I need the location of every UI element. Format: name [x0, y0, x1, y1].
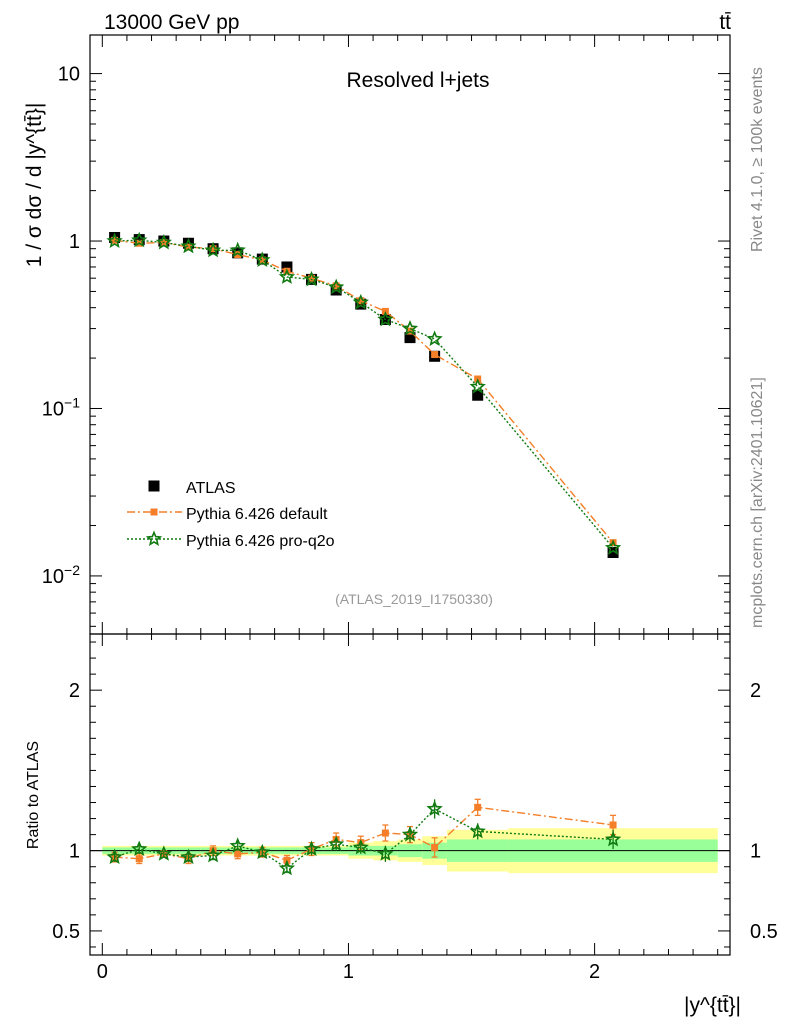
ratio-proq2o-point — [352, 838, 369, 855]
side-mcplots: mcplots.cern.ch [arXiv:2401.10621] — [749, 377, 766, 628]
analysis-id: (ATLAS_2019_I1750330) — [335, 591, 493, 607]
pythia-default-point — [357, 297, 365, 305]
pythia-proq2o-point — [469, 378, 486, 394]
ratio-proq2o-point — [229, 837, 246, 853]
ratio-default-point — [609, 821, 617, 829]
y-axis-label: 1 / σ dσ / d |y^{tt̄}| — [23, 103, 46, 268]
pythia-proq2o-point — [604, 539, 622, 555]
side-rivet: Rivet 4.1.0, ≥ 100k events — [749, 67, 766, 252]
ratio-proq2o-point — [604, 830, 622, 847]
ratio-default-point — [135, 855, 143, 863]
ratio-y-tick-label: 2 — [69, 680, 80, 702]
x-tick-label: 0 — [97, 961, 108, 983]
ratio-proq2o-point — [303, 840, 320, 856]
ratio-frame — [89, 633, 731, 956]
ratio-default-point — [381, 829, 389, 837]
ratio-y-tick-label-right: 2 — [750, 680, 761, 702]
ratio-proq2o-point — [377, 845, 394, 861]
pythia-proq2o-point — [303, 270, 320, 287]
ratio-proq2o-point — [254, 843, 271, 860]
pythia-proq2o-point — [377, 310, 394, 327]
atlas-point — [182, 237, 194, 249]
legend-proq2o-marker — [145, 530, 163, 547]
pythia-proq2o-point — [229, 241, 246, 258]
legend-proq2o-label: Pythia 6.426 pro-q2o — [186, 533, 335, 550]
ratio-proq2o-point — [180, 848, 197, 865]
ratio-proq2o-point — [426, 800, 443, 816]
header-energy: 13000 GeV pp — [104, 11, 239, 34]
pythia-proq2o-line — [114, 239, 614, 549]
chart-title: Resolved l+jets — [347, 69, 490, 92]
pythia-default-point — [209, 245, 217, 253]
ratio-proq2o-point — [469, 822, 486, 839]
pythia-proq2o-point — [278, 268, 296, 284]
pythia-proq2o-point — [131, 231, 148, 248]
header-process: tt̄ — [719, 11, 731, 34]
pythia-proq2o-point — [254, 251, 271, 267]
atlas-point — [404, 332, 416, 344]
pythia-proq2o-point — [328, 278, 345, 295]
legend-default-label: Pythia 6.426 default — [186, 506, 328, 523]
x-tick-label: 1 — [343, 961, 354, 983]
pythia-proq2o-point — [426, 330, 443, 347]
atlas-point — [472, 389, 484, 401]
ratio-proq2o-line — [114, 808, 614, 870]
pythia-proq2o-point — [352, 293, 369, 310]
main-panel: 10−2 10−1 1 10 — [42, 34, 731, 635]
ratio-default-point — [234, 850, 242, 858]
legend-atlas-marker — [148, 480, 160, 492]
ratio-proq2o-point — [401, 825, 419, 842]
pythia-default-point — [308, 274, 316, 282]
ratio-y-tick-label: 0.5 — [52, 921, 80, 943]
pythia-proq2o-point — [106, 232, 123, 248]
ratio-proq2o-point — [278, 859, 296, 876]
y-tick-label: 10 — [58, 64, 80, 86]
legend: ATLAS Pythia 6.426 default Pythia 6.426 pr… — [127, 480, 335, 550]
ratio-default-point — [474, 803, 482, 811]
atlas-point — [133, 234, 145, 246]
x-tick-label: 2 — [589, 961, 600, 983]
pythia-default-point — [184, 243, 192, 251]
ratio-default-point — [431, 843, 439, 851]
ratio-axis-label: Ratio to ATLAS — [25, 741, 42, 849]
legend-default-marker — [150, 508, 158, 516]
y-tick-label: 10−1 — [42, 394, 80, 420]
pythia-proq2o-point — [155, 233, 172, 250]
ratio-proq2o-point — [328, 835, 345, 852]
ratio-y-tick-label-right: 0.5 — [750, 921, 778, 943]
ratio-proq2o-point — [204, 846, 222, 863]
ratio-y-tick-label: 1 — [69, 841, 80, 863]
pythia-proq2o-point — [204, 241, 222, 258]
pythia-default-point — [332, 282, 340, 290]
ratio-proq2o-point — [131, 840, 148, 856]
pythia-default-point — [234, 251, 242, 259]
pythia-proq2o-point — [401, 320, 419, 336]
ratio-y-tick-label-right: 1 — [750, 841, 761, 863]
x-axis-label: |y^{tt̄}| — [684, 994, 741, 1017]
atlas-point — [281, 261, 293, 273]
pythia-proq2o-point — [180, 237, 197, 254]
y-tick-label: 1 — [69, 231, 80, 253]
atlas-point — [607, 547, 619, 559]
legend-atlas-label: ATLAS — [186, 480, 236, 497]
ratio-proq2o-point — [155, 845, 172, 861]
y-tick-label: 10−2 — [42, 562, 80, 588]
ratio-proq2o-point — [106, 848, 123, 865]
pythia-default-line — [114, 239, 614, 544]
ratio-panel: 0 1 2 0.5 0.5 1 1 2 2 — [52, 633, 778, 983]
pythia-default-point — [431, 351, 439, 359]
pythia-default-point — [258, 256, 266, 264]
